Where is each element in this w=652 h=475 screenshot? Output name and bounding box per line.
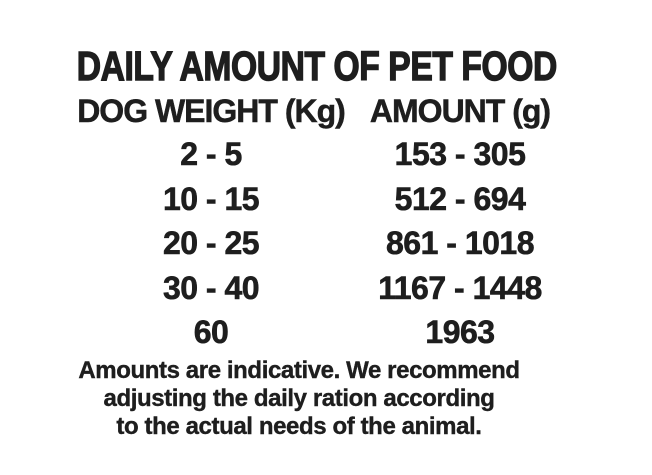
page-title: DAILY AMOUNT OF PET FOOD (0, 43, 633, 89)
amount-range-cell: 1167 - 1448 (378, 269, 543, 306)
weight-range-cell: 2 - 5 (180, 136, 243, 173)
table-row: 60 1963 (0, 310, 652, 355)
page-title-text: DAILY AMOUNT OF PET FOOD (76, 43, 558, 89)
weight-range-cell: 20 - 25 (162, 225, 260, 262)
column-header-dog-weight: DOG WEIGHT (Kg) (77, 93, 346, 129)
amount-range-cell: 153 - 305 (394, 136, 526, 173)
amount-range-cell: 1963 (425, 314, 495, 351)
table-row: 20 - 25 861 - 1018 (0, 221, 652, 266)
table-header-row: DOG WEIGHT (Kg) AMOUNT (g) (0, 93, 652, 129)
table-row: 30 - 40 1167 - 1448 (0, 266, 652, 311)
table-body: 2 - 5 153 - 305 10 - 15 512 - 694 20 - 2… (0, 132, 652, 355)
footnote: Amounts are indicative. We recommend adj… (0, 357, 598, 441)
weight-range-cell: 30 - 40 (162, 269, 260, 306)
table-row: 10 - 15 512 - 694 (0, 177, 652, 222)
footnote-line: adjusting the daily ration according (103, 385, 495, 412)
column-header-amount: AMOUNT (g) (369, 93, 552, 129)
amount-range-cell: 512 - 694 (394, 180, 526, 217)
weight-range-cell: 60 (193, 314, 229, 351)
weight-range-cell: 10 - 15 (162, 180, 260, 217)
table-row: 2 - 5 153 - 305 (0, 132, 652, 177)
amount-range-cell: 861 - 1018 (385, 225, 535, 262)
footnote-line: Amounts are indicative. We recommend (78, 357, 520, 384)
footnote-line: to the actual needs of the animal. (116, 413, 482, 440)
